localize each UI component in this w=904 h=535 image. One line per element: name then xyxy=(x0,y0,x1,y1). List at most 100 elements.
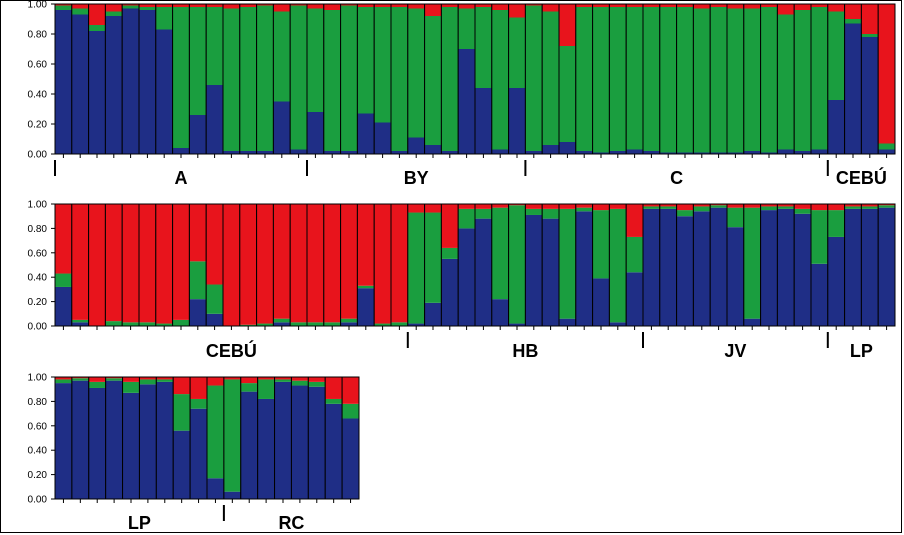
bar-45-blue xyxy=(794,213,811,326)
bar-21-green xyxy=(391,322,408,326)
bar-17-blue xyxy=(325,403,343,499)
bar-35-green xyxy=(626,236,643,273)
bar-4-blue xyxy=(105,380,123,499)
group-label-lp: LP xyxy=(850,341,873,361)
bar-36-blue xyxy=(643,151,660,154)
bar-6-red xyxy=(139,377,157,380)
bar-50-red xyxy=(878,204,895,206)
bar-33-blue xyxy=(592,278,610,326)
bar-41-blue xyxy=(727,152,744,154)
bar-36-red xyxy=(643,4,660,7)
bar-17-green xyxy=(325,398,343,404)
bar-3-red xyxy=(88,204,106,326)
bar-17-red xyxy=(325,377,343,399)
y-tick-label: 0.80 xyxy=(28,397,48,408)
bar-25-blue xyxy=(458,49,475,154)
bar-33-green xyxy=(592,210,610,279)
y-tick-label: 1.00 xyxy=(28,200,48,211)
y-tick-label: 0.60 xyxy=(28,60,48,71)
bar-42-red xyxy=(743,204,761,208)
y-tick-label: 0.60 xyxy=(28,421,48,432)
bar-1-red xyxy=(55,377,72,380)
bar-16-green xyxy=(307,8,324,112)
bar-9-green xyxy=(189,261,207,300)
bar-8-green xyxy=(172,7,190,148)
bar-4-green xyxy=(105,321,123,326)
bar-37-blue xyxy=(659,152,677,154)
bar-45-blue xyxy=(794,151,811,154)
bar-23-green xyxy=(424,16,442,145)
bar-2-green xyxy=(71,319,89,323)
bar-5-green xyxy=(122,381,140,393)
bar-10-blue xyxy=(206,313,223,326)
bar-25-blue xyxy=(458,228,475,326)
bar-3-red xyxy=(88,377,106,382)
bar-16-red xyxy=(307,204,324,323)
bar-34-blue xyxy=(609,151,627,154)
bar-1-blue xyxy=(55,10,72,154)
bar-18-green xyxy=(342,403,359,419)
bar-41-red xyxy=(727,4,744,9)
bar-9-blue xyxy=(189,299,207,326)
bar-18-blue xyxy=(340,151,358,154)
bar-37-blue xyxy=(659,208,677,326)
bar-21-blue xyxy=(391,151,408,154)
bar-24-blue xyxy=(441,151,459,154)
bar-43-blue xyxy=(760,210,778,326)
bar-19-green xyxy=(357,285,375,289)
bar-12-blue xyxy=(239,151,257,154)
bar-1-blue xyxy=(55,383,72,499)
bar-32-green xyxy=(575,207,593,212)
bar-26-red xyxy=(475,4,492,7)
bar-50-blue xyxy=(878,207,895,326)
bar-4-red xyxy=(105,377,123,379)
bar-28-red xyxy=(508,204,526,206)
bar-5-red xyxy=(122,377,140,382)
bar-49-green xyxy=(861,34,879,37)
bar-28-green xyxy=(508,205,526,324)
bar-9-red xyxy=(189,4,207,7)
bar-2-blue xyxy=(71,322,89,326)
bar-9-blue xyxy=(190,408,207,499)
panel-2: 0.00 0.20 0.40 0.60 0.80 1.00 CEBÚ HB JV LP xyxy=(28,200,896,361)
bar-50-green xyxy=(878,143,895,150)
bar-11-green xyxy=(223,379,241,492)
bar-18-red xyxy=(342,377,359,404)
bar-39-blue xyxy=(693,211,711,326)
bar-15-blue xyxy=(291,385,309,499)
bar-34-blue xyxy=(609,322,627,326)
bar-30-red xyxy=(542,204,559,209)
y-tick-label: 0.20 xyxy=(28,120,48,131)
bar-47-green xyxy=(827,11,845,100)
bar-21-red xyxy=(391,204,408,323)
bar-39-red xyxy=(693,4,711,9)
bar-31-blue xyxy=(559,318,576,326)
bar-42-blue xyxy=(743,151,761,154)
bar-5-blue xyxy=(122,8,139,154)
bar-4-green xyxy=(105,378,123,381)
bar-33-blue xyxy=(592,152,610,154)
bar-36-red xyxy=(643,204,660,207)
bar-14-red xyxy=(273,204,291,319)
bar-6-red xyxy=(139,4,156,7)
bar-11-blue xyxy=(223,151,240,154)
bar-14-blue xyxy=(273,322,291,326)
bar-39-green xyxy=(693,8,711,153)
bar-5-red xyxy=(122,4,139,6)
bar-47-green xyxy=(827,210,845,237)
bar-46-green xyxy=(811,7,828,150)
bar-15-red xyxy=(290,4,307,6)
bar-22-red xyxy=(407,4,425,9)
bar-38-green xyxy=(676,210,694,217)
bar-30-blue xyxy=(542,218,559,326)
bar-38-blue xyxy=(676,216,694,326)
bar-29-blue xyxy=(525,151,543,154)
bar-13-green xyxy=(257,379,275,399)
bar-9-red xyxy=(190,377,207,399)
bar-29-green xyxy=(525,208,543,215)
bar-28-red xyxy=(508,4,526,18)
bar-3-green xyxy=(88,25,106,31)
bar-38-red xyxy=(676,4,694,7)
bar-42-blue xyxy=(743,318,761,326)
panel-3: 0.00 0.20 0.40 0.60 0.80 1.00 LP RC xyxy=(28,373,360,533)
